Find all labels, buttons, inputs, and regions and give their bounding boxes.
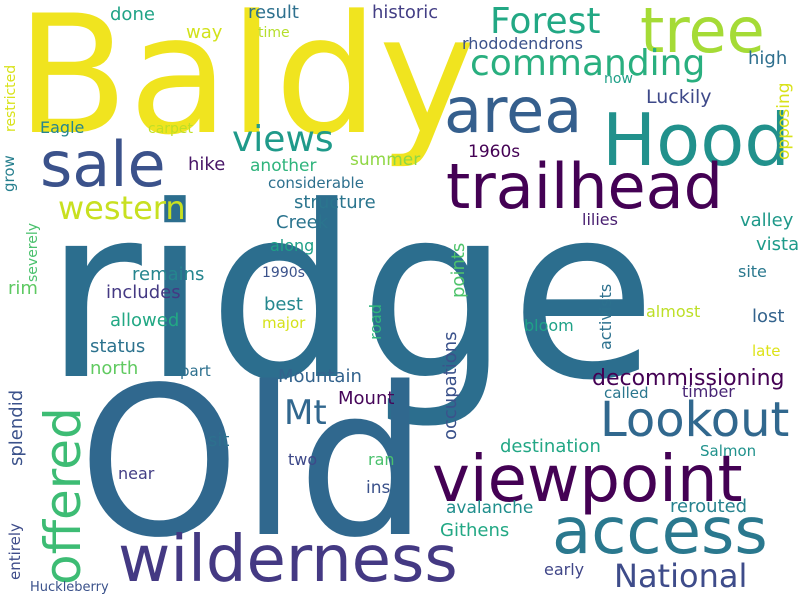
word-grow: grow xyxy=(0,155,18,192)
word-huckleberry: Huckleberry xyxy=(30,580,109,595)
word-summer: summer xyxy=(350,150,421,170)
word-includes: includes xyxy=(106,282,181,303)
word-points: points xyxy=(448,242,469,298)
word-late: late xyxy=(752,342,781,360)
word-lilies: lilies xyxy=(582,210,618,229)
word-ins: ins xyxy=(366,478,391,498)
word-considerable: considerable xyxy=(268,174,364,192)
word-result: result xyxy=(248,2,299,23)
word-now: now xyxy=(604,71,633,87)
word-rerouted: rerouted xyxy=(670,496,748,517)
word-mt: Mt xyxy=(284,393,327,433)
word-best: best xyxy=(264,294,303,315)
word-historic: historic xyxy=(372,2,439,23)
word-road: road xyxy=(366,304,385,340)
word-near: near xyxy=(118,464,155,483)
word-forest: Forest xyxy=(490,1,601,42)
word-called: called xyxy=(604,384,649,402)
word-occupations: occupations xyxy=(440,331,461,440)
word-major: major xyxy=(262,314,306,332)
word-lost: lost xyxy=(752,306,785,327)
word-wilderness: wilderness xyxy=(118,523,458,597)
word-mount: Mount xyxy=(338,388,395,409)
word-severely: severely xyxy=(25,222,41,282)
word-tree: tree xyxy=(640,0,765,67)
word-national: National xyxy=(614,557,748,595)
word-status: status xyxy=(90,336,146,357)
word-rhododendrons: rhododendrons xyxy=(462,34,583,53)
word-baldy: Baldy xyxy=(16,0,476,171)
word-way: way xyxy=(186,22,223,43)
word-entirely: entirely xyxy=(6,523,24,580)
word-north: north xyxy=(90,358,139,379)
word-githens: Githens xyxy=(440,520,510,541)
word-carpet: carpet xyxy=(148,121,194,137)
word-done: done xyxy=(110,4,155,25)
word-access: access xyxy=(552,495,768,569)
word-part: part xyxy=(180,362,211,380)
word-western: western xyxy=(58,189,186,227)
word-restricted: restricted xyxy=(3,64,19,132)
word-activists: activists xyxy=(596,283,615,350)
word-1990s: 1990s xyxy=(262,265,305,281)
word-rim: rim xyxy=(8,278,38,299)
word-luckily: Luckily xyxy=(646,86,712,108)
word-bloom: bloom xyxy=(524,316,574,335)
word-ran: ran xyxy=(368,450,395,469)
word-early: early xyxy=(544,560,585,579)
word-time: time xyxy=(258,25,290,41)
word-creek: Creek xyxy=(276,212,329,233)
word-allowed: allowed xyxy=(110,310,180,331)
word-destination: destination xyxy=(500,436,601,457)
word-eagle: Eagle xyxy=(40,118,85,137)
word-hike: hike xyxy=(188,154,226,175)
word-hood: Hood xyxy=(602,98,790,182)
word-sit: sit xyxy=(208,430,230,451)
word-splendid: splendid xyxy=(6,389,27,466)
word-viewpoint: viewpoint xyxy=(432,443,743,517)
word-two: two xyxy=(288,450,318,469)
word-valley: valley xyxy=(740,210,794,231)
word-trailhead: trailhead xyxy=(446,150,724,223)
word-another: another xyxy=(250,156,317,176)
word-1960s: 1960s xyxy=(468,142,521,162)
word-salmon: Salmon xyxy=(700,442,757,460)
word-almost: almost xyxy=(646,302,701,321)
word-sale: sale xyxy=(40,128,166,201)
word-structure: structure xyxy=(294,192,376,213)
word-remains: remains xyxy=(132,264,205,285)
word-along: along xyxy=(270,236,315,255)
word-decommissioning: decommissioning xyxy=(592,366,785,391)
word-offered: offered xyxy=(34,407,92,585)
word-timber: timber xyxy=(682,382,735,401)
word-high: high xyxy=(748,48,788,69)
word-commanding: commanding xyxy=(470,43,706,84)
word-site: site xyxy=(738,262,767,281)
word-vista: vista xyxy=(756,234,800,255)
word-views: views xyxy=(232,119,334,160)
word-ridge: ridge xyxy=(44,156,657,433)
word-avalanche: avalanche xyxy=(446,498,534,518)
word-old: Old xyxy=(78,343,429,583)
word-mountain: Mountain xyxy=(278,366,362,387)
word-opposing: opposing xyxy=(774,82,794,160)
word-lookout: Lookout xyxy=(600,392,790,448)
word-area: area xyxy=(444,74,583,147)
